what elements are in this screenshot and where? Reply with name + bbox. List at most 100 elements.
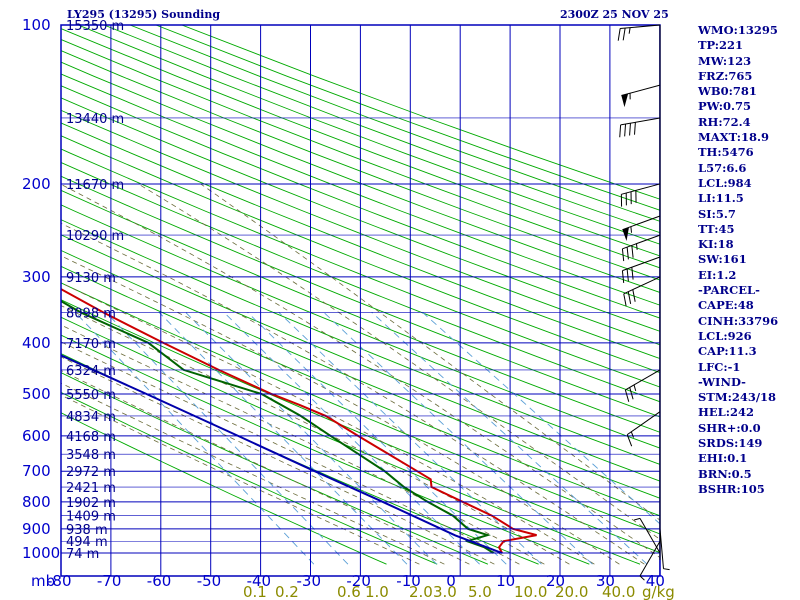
pressure-tick-label: 300 [22,268,51,286]
index-item: BRN:0.5 [698,466,752,481]
height-label: 938 m [66,523,108,538]
height-label: 7170 m [66,337,116,352]
dry-adiabat-line [61,50,660,281]
dewpoint-profile-line [61,299,495,554]
wind-barb-flag [627,291,632,304]
dry-adiabat-line [61,109,660,346]
index-item: LCL:926 [698,328,752,343]
height-label: 10290 m [66,229,124,244]
moist-adiabat-line [61,255,620,565]
wind-barb-half-flag [633,517,641,521]
dry-adiabat-line [61,391,438,565]
index-item: WMO:13295 [698,23,778,37]
index-item: CINH:33796 [698,313,779,328]
index-item: RH:72.4 [698,114,751,129]
dry-adiabat-line [61,234,660,482]
moist-adiabat-line [61,183,660,559]
height-label: 4834 m [66,410,116,425]
wind-barb [621,234,661,262]
wind-barb-flag [619,124,622,138]
temperature-tick-label: -50 [197,572,222,590]
height-label: 2421 m [66,481,116,496]
wind-barb-staff [625,369,661,391]
wind-barb-flag [629,387,634,400]
moist-adiabat-line [61,370,470,565]
index-item: MAXT:18.9 [698,130,769,145]
mixing-ratio-line [371,311,648,565]
moist-adiabat-line [200,183,660,521]
wind-barb-staff [621,84,661,96]
wind-barb-half-flag [663,568,670,571]
moist-adiabat-line [61,222,645,565]
wind-barb-flag [629,123,631,136]
pressure-tick-label: 400 [22,334,51,352]
index-item: CAP:11.3 [698,344,757,359]
mixing-ratio-line [105,311,349,565]
temperature-tick-label: 40 [646,572,665,590]
height-label: 13440 m [66,112,124,127]
moist-adiabat-line [61,305,570,565]
index-item: TH:5476 [698,145,754,160]
wind-barb-flag [617,28,621,41]
mixing-ratio-line [158,311,408,565]
wind-barb-flag [621,270,625,284]
index-item: KI:18 [698,237,734,252]
wind-barb-staff [622,215,661,231]
index-item: PW:0.75 [698,99,752,114]
wind-barb [621,256,661,284]
index-item: -PARCEL- [698,283,760,298]
wind-barb-flag [624,124,627,137]
mixing-ratio-line [247,311,507,565]
dry-adiabat-line [61,412,387,565]
height-label: 6324 m [66,364,116,379]
mixing-ratio-label: 5.0 [468,583,492,600]
mixing-ratio-label: 0.6 [337,583,361,600]
moist-adiabat-line [61,282,595,565]
wind-barb-staff [626,411,661,436]
height-label: 8098 m [66,306,116,321]
stability-indices-panel: WMO:13295 TP:221 MW:123 FRZ:765 WB0:781 PW:0.… [698,23,798,497]
index-item: -WIND- [698,374,746,389]
dry-adiabat-line [61,38,660,269]
wind-barb-flag [632,289,636,302]
wind-barb-flag [626,268,629,282]
height-label: 9130 m [66,271,116,286]
wind-barb-pennant [622,227,629,241]
index-item: L57:6.6 [698,160,747,175]
wind-barb [620,183,661,207]
wind-barb-flag [624,389,630,402]
mixing-ratio-label: 40.0 [602,583,635,600]
moist-adiabat-line [61,382,445,565]
wind-barb-flag [634,122,636,135]
index-item: LI:11.5 [698,191,744,206]
wind-barb-staff [639,518,661,554]
wind-barb [619,117,661,138]
height-label: 1902 m [66,496,116,511]
wind-barb [659,528,670,571]
station-title: LY295 (13295) Sounding [67,8,221,21]
moist-adiabat-line [61,341,520,565]
index-item: EHI:0.1 [698,451,748,466]
wind-barb-flag [622,27,626,41]
dry-adiabat-line [78,25,660,245]
wind-barb-half-flag [630,431,635,438]
dry-adiabat-line [61,249,660,499]
pressure-tick-label: 700 [22,462,51,480]
pressure-tick-label: 100 [22,16,51,34]
dry-adiabat-line [61,189,660,433]
dry-adiabat-line [61,135,660,374]
moist-adiabat-line [61,356,495,565]
mixing-ratio-label: 3.0 [433,583,457,600]
wind-barb-half-flag [639,575,645,581]
index-item: CAPE:48 [698,298,754,313]
wind-barb-pennant [621,93,629,108]
temperature-tick-label: 20 [546,572,565,590]
dry-adiabat-line [61,61,660,294]
moist-adiabat-line [137,183,660,540]
height-label: 1409 m [66,510,116,525]
dry-adiabat-line [61,282,660,535]
wind-barb [621,84,661,108]
temperature-tick-label: 30 [596,572,615,590]
dry-adiabat-line [61,219,660,465]
